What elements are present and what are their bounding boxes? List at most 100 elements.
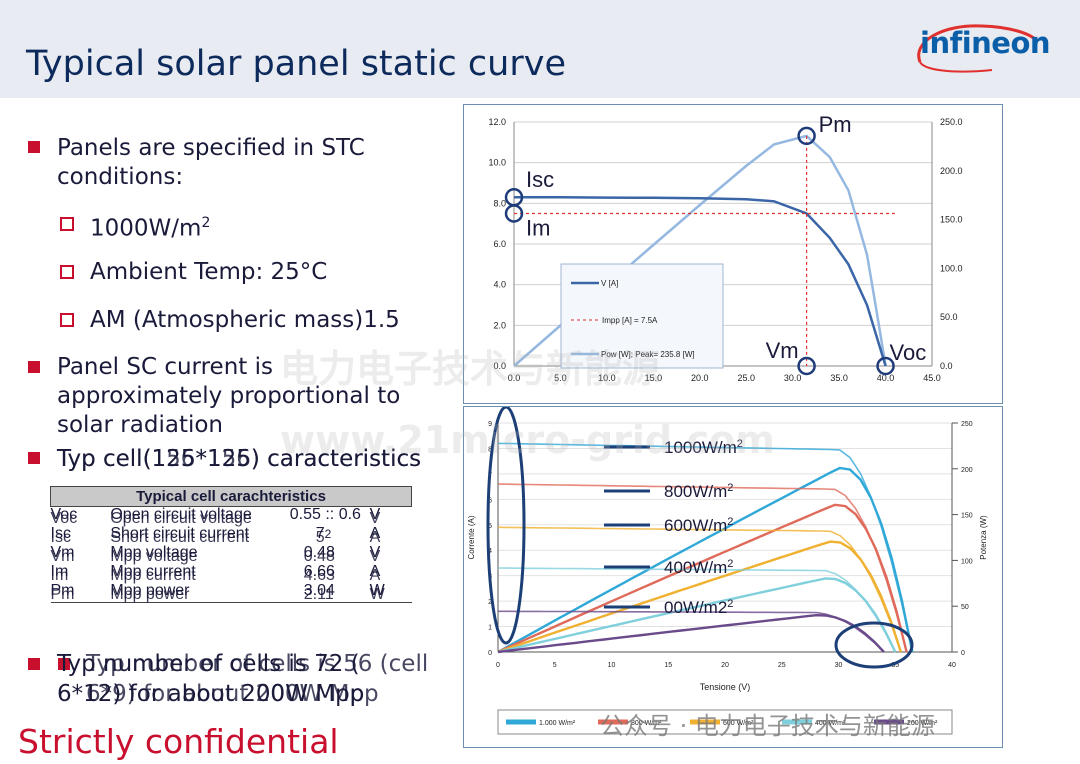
x-tick-label: 30 [835, 662, 843, 669]
y-right-tick-label: 150.0 [940, 215, 963, 225]
row-value: 72 5 [315, 525, 332, 546]
bullet-square [28, 452, 40, 464]
y-right-tick-label: 200 [961, 467, 973, 474]
watermark-cn: 电力电子技术与新能源 [280, 347, 661, 391]
x-tick-label: 0 [496, 662, 500, 669]
y-left-axis-label: Corrente (A) [467, 515, 476, 559]
y-right-axis-label: Potenza (W) [979, 515, 988, 560]
irradiance-label: 1000W/m2 [664, 438, 743, 457]
row-name: Mpp voltage Mpp voltage [110, 544, 198, 565]
infineon-logo-swoosh [917, 24, 1038, 73]
x-tick-label: 20 [721, 662, 729, 669]
row-value: 0.55 :: 0.6 [289, 506, 361, 523]
bullet-square [28, 658, 40, 670]
legend-label: 800 W/m² [631, 720, 662, 727]
power-curve-3 [497, 577, 897, 654]
cell-characteristics-table: Typical cell carachteristics Voc Voc Open… [50, 486, 412, 603]
current-curve-4 [498, 610, 885, 653]
y-right-tick-label: 100.0 [940, 263, 963, 273]
row-value: 6.66 4.63 [303, 563, 335, 584]
im-marker [504, 204, 524, 223]
iv-curve-svg: 0.0 2.0 4.0 6.0 8.0 10.0 12.0 0.0 50.0 100.0 150.0… [488, 112, 963, 383]
row-symbol: Pm Pm [50, 582, 75, 603]
sub-bullet-3: AM (Atmospheric mass)1.5 [90, 307, 400, 333]
legend-label: 600 W/m² [723, 720, 754, 727]
slide-header: Typical solar panel static curve infineo… [0, 0, 1080, 98]
x-axis-label: Tensione (V) [700, 682, 751, 692]
x-tick-label: 5.0 [554, 373, 567, 383]
row-name: Short circuit current Short circuit curre… [110, 525, 250, 546]
x-tick-label: 25.0 [737, 373, 755, 383]
bullet-square [28, 361, 40, 373]
x-tick-label: 45.0 [923, 373, 941, 383]
bullet-2-line2: approximately proportional to [57, 383, 401, 409]
y-right-tick-label: 0 [961, 650, 965, 657]
bullet-4-line2-b: 6*9) for about 200W Mpp [86, 681, 379, 707]
x-tick-label: 40.0 [877, 373, 895, 383]
y-right-tick-label: 0.0 [940, 361, 953, 371]
annotation-vm: Vm [766, 338, 799, 363]
x-tick-label: 30.0 [784, 373, 802, 383]
row-name: Open circuit voltage Open circuit voltage [110, 506, 252, 527]
sub-bullet-square [60, 217, 74, 231]
x-tick-label: 15 [664, 662, 672, 669]
bullet-4-line2-a: 6*12) for about 200W Mpp [57, 681, 365, 707]
watermark-wechat: 公众号 · 电力电子技术与新能源 [600, 712, 935, 740]
row-symbol: Isc Isc [50, 525, 71, 546]
power-curve-2 [497, 540, 903, 654]
bullet-3-text-a: Typ cell(125*125) caracteristics [57, 446, 422, 472]
row-value: 3.04 2.11 [303, 582, 335, 603]
x-tick-label: 20.0 [691, 373, 709, 383]
legend-label: 1.000 W/m² [539, 720, 576, 727]
legend-label: 200 W/m² [907, 720, 938, 727]
current-curve-1 [497, 483, 908, 653]
x-tick-label: 25 [778, 662, 786, 669]
y-right-tick-label: 100 [961, 558, 973, 565]
irradiance-label: 400W/m2 [664, 558, 733, 577]
x-tick-label: 10.0 [598, 373, 616, 383]
y-left-tick-label: 6.0 [493, 239, 506, 249]
x-tick-label: 10 [608, 662, 616, 669]
annotation-voc: Voc [890, 340, 927, 365]
annotation-isc: Isc [526, 167, 554, 192]
pm-marker [797, 126, 816, 146]
annotation-pm: Pm [819, 112, 852, 137]
y-left-tick-label: 8 [488, 446, 492, 453]
voc-marker [876, 356, 895, 376]
y-left-tick-label: 2.0 [493, 320, 506, 330]
y-left-tick-label: 4.0 [493, 280, 506, 290]
sub-bullet-square [60, 313, 74, 327]
y-left-tick-label: 4 [488, 548, 492, 555]
x-tick-label: 15.0 [645, 373, 663, 383]
y-left-tick-label: 2 [488, 599, 492, 606]
iv-curve-chart: 0.0 2.0 4.0 6.0 8.0 10.0 12.0 0.0 50.0 100.0 150.0… [463, 104, 1003, 404]
y-left-tick-label: 10.0 [488, 158, 506, 168]
slide-title: Typical solar panel static curve [26, 44, 566, 84]
bullet-1-line2: conditions: [57, 164, 184, 190]
infineon-logo: infineon [920, 26, 1051, 60]
row-symbol: Im Im [50, 563, 69, 584]
legend-label: 400 W/m² [815, 720, 846, 727]
sub-bullet-2: Ambient Temp: 25°C [90, 259, 328, 285]
bullet-2-line1: Panel SC current is [57, 354, 273, 380]
current-curve-2 [497, 526, 902, 653]
bullet-2-line3: solar radiation [57, 412, 223, 438]
current-curve-3 [497, 567, 897, 653]
power-curve-1 [497, 503, 908, 654]
y-right-tick-label: 50 [961, 604, 969, 611]
legend-label: Impp [A] = 7.5A [602, 316, 658, 325]
irradiance-label: 800W/m2 [664, 482, 733, 501]
legend-box [560, 263, 724, 369]
voc-highlight-ellipse [834, 621, 914, 669]
table-row: Isc Isc Short circuit current Short circui… [50, 525, 412, 546]
y-left-tick-label: 0.0 [493, 361, 506, 371]
bullet-3-text-b: Typ cell(156*156) caracteristics [57, 446, 422, 472]
y-left-tick-label: 1 [488, 625, 492, 632]
sub-bullet-square [60, 265, 74, 279]
